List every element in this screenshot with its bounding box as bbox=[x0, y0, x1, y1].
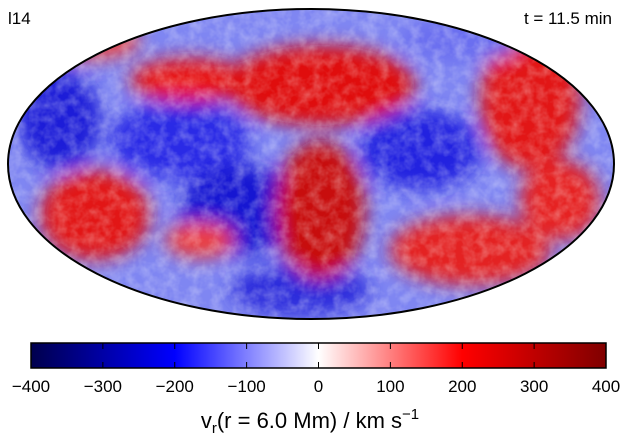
label-symbol: v bbox=[201, 408, 212, 433]
colorbar-tick-label: −200 bbox=[156, 377, 194, 396]
velocity-map bbox=[8, 9, 614, 319]
colorbar-tick-label: −300 bbox=[84, 377, 122, 396]
panel-label: l14 bbox=[8, 9, 31, 28]
label-subscript: r bbox=[212, 420, 217, 437]
colorbar-tick-label: −100 bbox=[227, 377, 265, 396]
colorbar-tick-label: 0 bbox=[314, 377, 323, 396]
colorbar-tick-label: −400 bbox=[12, 377, 50, 396]
map-border bbox=[7, 8, 615, 320]
colorbar-tick-label: 200 bbox=[448, 377, 476, 396]
label-text: (r = 6.0 Mm) / km s bbox=[217, 408, 402, 433]
colorbar-tick-label: 300 bbox=[520, 377, 548, 396]
label-superscript: −1 bbox=[402, 406, 419, 423]
colorbar-tick-label: 400 bbox=[592, 377, 620, 396]
colorbar-tick-label: 100 bbox=[376, 377, 404, 396]
time-label: t = 11.5 min bbox=[524, 9, 612, 28]
colorbar-label: vr(r = 6.0 Mm) / km s−1 bbox=[201, 406, 419, 437]
